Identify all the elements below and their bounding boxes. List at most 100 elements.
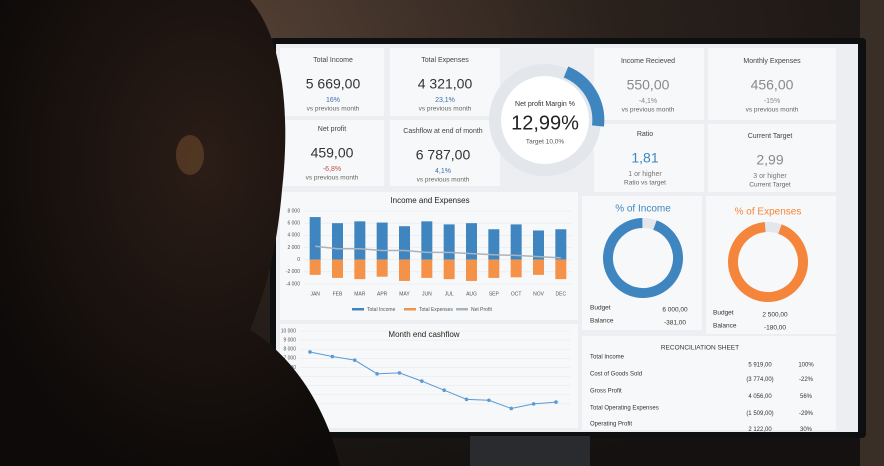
point	[308, 350, 312, 354]
x-tick-label: AUG	[466, 291, 477, 297]
point	[464, 397, 469, 402]
bar	[488, 259, 500, 278]
kpi-note: vs previous month	[746, 107, 799, 114]
row-label: Total Operating Expenses	[590, 406, 659, 412]
x-tick-label: MAR	[354, 291, 366, 297]
kpi-value: 550,00	[627, 77, 670, 93]
margin-value: 12,99%	[511, 112, 579, 134]
panel	[708, 48, 836, 120]
kpi-label: Total Expenses	[421, 57, 469, 64]
donut-title: % of Expenses	[735, 207, 802, 218]
balance-value: -381,00	[664, 320, 686, 327]
kpi-change: 16%	[326, 97, 340, 104]
cell: 2 122,00	[748, 427, 772, 433]
kpi-label: Monthly Expenses	[743, 58, 801, 65]
legend-swatch	[456, 308, 468, 311]
x-tick-label: OCT	[511, 291, 522, 297]
balance-value: -180,00	[764, 325, 786, 332]
kpi-value: 4 321,00	[418, 76, 473, 92]
point	[487, 398, 491, 403]
x-tick-label: NOV	[533, 291, 545, 297]
bar	[354, 259, 366, 280]
panel	[708, 124, 836, 192]
row-label: Gross Profit	[590, 389, 622, 395]
budget-value: 2 500,00	[762, 312, 788, 319]
bar	[443, 259, 455, 280]
donut-arc	[728, 222, 808, 302]
y-tick-label: 7 000	[283, 356, 296, 362]
kpi-note: Current Target	[749, 182, 791, 189]
kpi-label: Net profit	[318, 126, 346, 133]
point	[375, 372, 379, 376]
legend-label: Net Profit	[471, 307, 492, 313]
kpi-label: Total Income	[313, 57, 353, 64]
kpi-value: 5 669,00	[306, 76, 361, 92]
bar	[399, 226, 410, 260]
bar	[510, 224, 522, 260]
bar	[533, 230, 544, 260]
bar	[466, 223, 477, 260]
panel	[280, 120, 384, 186]
row-label: Total Income	[590, 355, 625, 361]
x-tick-label: MAY	[399, 291, 410, 297]
panel	[594, 48, 704, 120]
bar	[488, 229, 500, 260]
bar	[466, 259, 477, 281]
cell: (1 509,00)	[746, 411, 773, 417]
bar	[332, 259, 343, 278]
panels	[280, 48, 836, 430]
y-tick-label: 8 000	[287, 208, 300, 214]
budget-label: Budget	[590, 305, 611, 312]
cell: 56%	[800, 394, 813, 400]
cell: (3 774,00)	[746, 377, 773, 383]
balance-label: Balance	[713, 323, 737, 330]
row-label: Operating Profit	[590, 422, 632, 428]
kpi-change: 23,1%	[435, 97, 455, 104]
kpi-value: 456,00	[751, 77, 794, 93]
bar	[421, 259, 433, 278]
budget-label: Budget	[713, 310, 734, 317]
y-tick-label: 2 000	[287, 245, 300, 251]
bar	[533, 259, 544, 275]
donut-arc	[603, 218, 683, 298]
x-tick-label: DEC	[556, 291, 567, 297]
cell: 100%	[798, 363, 814, 369]
kpi-note: vs previous month	[419, 106, 472, 113]
chart-title: Month end cashflow	[388, 330, 459, 339]
x-tick-label: APR	[377, 291, 388, 297]
panel	[706, 196, 836, 334]
bar	[354, 221, 366, 260]
bar	[421, 221, 433, 260]
cell: 5 919,00	[748, 363, 772, 369]
kpi-change: 4,1%	[435, 168, 451, 175]
cell: -29%	[799, 411, 814, 417]
gauge-arc	[563, 66, 605, 127]
margin-target: Target 10,0%	[526, 139, 565, 146]
bar	[510, 259, 522, 278]
bar	[443, 224, 455, 260]
kpi-note: vs previous month	[306, 175, 359, 182]
y-tick-label: 0	[297, 257, 300, 263]
person-silhouette	[0, 0, 340, 466]
kpi-note: vs previous month	[307, 106, 360, 113]
chart-title: Income and Expenses	[390, 196, 469, 205]
kpi-change: -15%	[764, 98, 780, 105]
y-tick-label: 6 000	[287, 220, 300, 226]
point	[397, 371, 402, 375]
point	[442, 388, 446, 393]
point	[531, 402, 536, 406]
table-title: RECONCILIATION SHEET	[661, 345, 739, 352]
budget-value: 6 000,00	[662, 307, 688, 314]
row-label: Cost of Goods Sold	[590, 372, 642, 378]
bar	[376, 222, 388, 260]
donut-title: % of Income	[615, 204, 671, 215]
legend-swatch	[404, 308, 416, 311]
panel	[390, 120, 500, 186]
x-tick-label: SEP	[489, 291, 500, 297]
cell: 4 056,00	[748, 394, 772, 400]
monitor-stand	[470, 436, 590, 466]
kpi-change: -4,1%	[639, 98, 657, 105]
kpi-note: vs previous month	[622, 107, 675, 114]
kpi-label: Ratio	[637, 131, 653, 138]
kpi-value: 6 787,00	[416, 147, 471, 163]
